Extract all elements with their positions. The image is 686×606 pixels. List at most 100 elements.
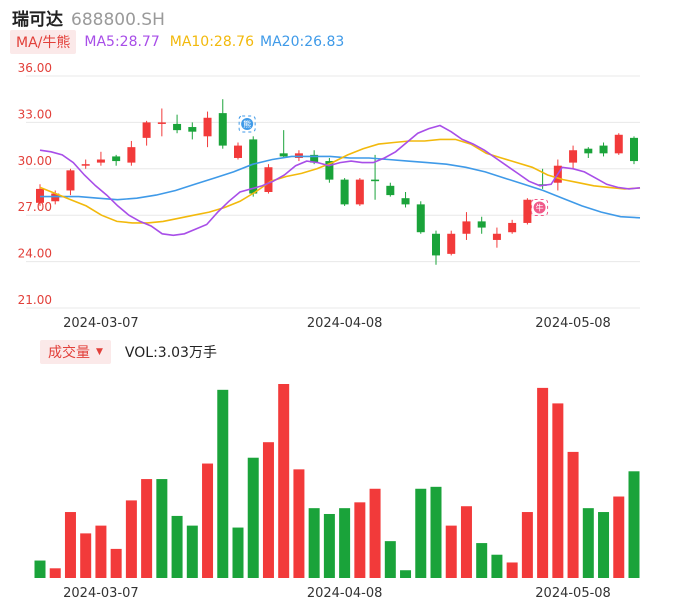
candle-body [477,221,486,228]
volume-bar [598,512,610,578]
stock-name: 瑞可达 [12,10,63,30]
volume-x-tick-label: 2024-05-08 [535,586,611,601]
candle-body [325,161,334,180]
bull-signal-icon-glyph: 牛 [536,202,544,212]
volume-bars [34,384,640,578]
volume-bar [95,525,107,578]
candle-body [508,222,517,233]
bull-signal-icon-frame [531,198,549,216]
volume-bar [567,451,579,578]
candle-body [599,145,608,154]
candle-body [416,204,425,233]
candle-body [188,127,197,132]
volume-bar [141,479,153,578]
volume-bar [262,442,274,578]
volume-bar [521,512,533,578]
volume-bar [339,508,351,578]
candle-body [523,199,532,223]
candle-body [371,179,380,182]
ma-legend: MA/牛熊 MA5:28.77 MA10:28.76 MA20:26.83 [10,30,344,54]
volume-bar [506,562,518,578]
bear-signal-icon-dot [241,117,254,130]
volume-x-tick-label: 2024-04-08 [307,586,383,601]
candle-body [630,137,638,162]
candle-body [157,122,166,124]
y-tick-label: 21.00 [18,293,52,307]
y-tick-label: 33.00 [18,107,52,121]
candle-body [569,150,578,163]
price-axis-labels: 36.00 33.00 30.00 27.00 24.00 21.00 [18,61,52,307]
y-tick-label: 36.00 [18,61,52,75]
volume-legend: 成交量 ▼ VOL:3.03万手 [40,340,217,364]
candle-body [96,159,105,163]
volume-bar [582,508,594,578]
price-date-labels: 2024-03-07 2024-04-08 2024-05-08 [63,316,611,331]
bear-signal-icon-frame [238,115,256,133]
candle-body [310,154,319,163]
candle-body [447,233,456,254]
ma20-line [40,155,641,219]
volume-bar [430,486,442,578]
volume-bar [156,479,168,578]
volume-bar [125,500,137,578]
candle-body [112,156,121,162]
volume-indicator-selector[interactable]: 成交量 ▼ [40,340,111,364]
candle-body [355,179,364,205]
candle-body [66,170,75,191]
volume-bar [49,568,61,578]
signal-markers: 熊牛 [238,115,549,216]
candle-body [386,185,395,196]
y-tick-label: 27.00 [18,200,52,214]
candlesticks [36,99,638,265]
candle-body [218,113,227,146]
caret-down-icon: ▼ [96,347,103,357]
volume-bar [354,502,366,578]
volume-bar [293,469,305,578]
candle-body [234,145,242,158]
volume-bar [110,548,122,578]
bear-signal-icon: 熊 [238,115,256,133]
volume-bar [323,513,335,578]
volume-bar [537,387,549,578]
bear-signal-icon-glyph: 熊 [243,119,251,129]
candle-body [127,147,136,163]
volume-bar [491,554,503,578]
volume-x-tick-label: 2024-03-07 [63,586,139,601]
ma20-value: MA20:26.83 [260,34,345,50]
ma10-line [39,138,641,224]
x-tick-label: 2024-04-08 [307,316,383,331]
x-tick-label: 2024-03-07 [63,316,139,331]
volume-bar [232,527,244,578]
candle-body [432,233,440,256]
bull-signal-icon: 牛 [531,198,549,216]
ma10-value: MA10:28.76 [169,34,255,50]
bull-signal-icon-dot [533,201,546,214]
volume-bar [308,508,320,578]
candle-body [203,117,212,137]
candle-body [264,167,273,192]
volume-bar [460,506,472,578]
candle-body [614,134,623,154]
candle-body [401,198,410,205]
stock-code: 688800.SH [71,10,165,30]
candle-body [173,123,182,131]
candle-body [584,148,593,154]
volume-bar [217,389,229,578]
volume-date-labels: 2024-03-07 2024-04-08 2024-05-08 [63,586,611,601]
candle-body [462,221,471,234]
volume-bar [445,525,457,578]
candle-body [279,153,288,157]
volume-bar [80,533,92,578]
volume-bar [415,488,427,578]
volume-bar [186,525,198,578]
moving-average-lines [39,124,641,237]
x-tick-label: 2024-05-08 [535,316,611,331]
volume-bar [552,403,564,578]
ma-indicator-selector[interactable]: MA/牛熊 [10,30,77,54]
ma5-value: MA5:28.77 [84,34,160,50]
volume-bar [171,515,183,578]
volume-bar [628,471,640,578]
volume-bar [202,463,214,578]
volume-bar [613,496,625,578]
